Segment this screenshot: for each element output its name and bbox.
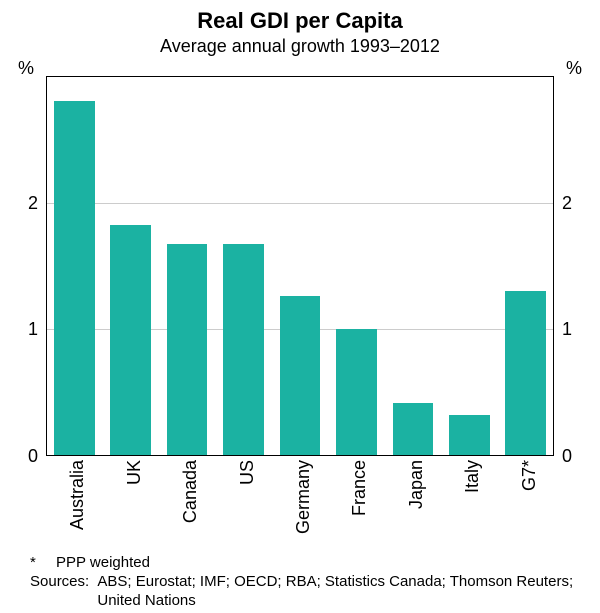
- y-tick-label-left: 1: [0, 320, 38, 338]
- bar: [54, 101, 95, 455]
- x-tick-label: Japan: [406, 460, 427, 509]
- plot-area: 001122: [46, 76, 554, 456]
- bar: [223, 244, 264, 455]
- sources: Sources: ABS; Eurostat; IMF; OECD; RBA; …: [30, 572, 590, 610]
- bar: [110, 225, 151, 455]
- y-axis-label-left: %: [18, 58, 34, 79]
- x-tick-label: UK: [124, 460, 145, 485]
- y-axis-label-right: %: [566, 58, 582, 79]
- footnote-text: PPP weighted: [56, 553, 576, 572]
- x-tick-label: US: [237, 460, 258, 485]
- bar: [505, 291, 546, 455]
- y-tick-label-right: 1: [562, 320, 600, 338]
- axis-border: [46, 76, 554, 77]
- bar: [336, 329, 377, 455]
- chart-title: Real GDI per Capita: [0, 8, 600, 34]
- footnote: *PPP weighted: [30, 553, 585, 572]
- bar: [449, 415, 490, 455]
- axis-border: [553, 76, 554, 456]
- y-tick-label-left: 2: [0, 194, 38, 212]
- chart-subtitle: Average annual growth 1993–2012: [0, 36, 600, 57]
- x-tick-label: France: [349, 460, 370, 516]
- axis-border: [46, 76, 47, 456]
- x-tick-label: Italy: [462, 460, 483, 493]
- y-tick-label-right: 2: [562, 194, 600, 212]
- x-tick-label: G7*: [519, 460, 540, 491]
- x-axis-labels: Australia UK Canada US Germany France Japan Ita…: [46, 460, 554, 550]
- bar: [280, 296, 321, 455]
- x-tick-label: Germany: [293, 460, 314, 534]
- axis-border: [46, 455, 554, 456]
- y-tick-label-right: 0: [562, 447, 600, 465]
- gridline: [46, 203, 554, 204]
- bar: [167, 244, 208, 455]
- sources-label: Sources:: [30, 572, 89, 591]
- x-tick-label: Australia: [67, 460, 88, 530]
- footnote-marker: *: [30, 553, 56, 572]
- y-tick-label-left: 0: [0, 447, 38, 465]
- plot: 001122: [46, 76, 554, 456]
- x-tick-label: Canada: [180, 460, 201, 523]
- sources-text: ABS; Eurostat; IMF; OECD; RBA; Statistic…: [93, 572, 587, 610]
- bar: [393, 403, 434, 455]
- chart-container: Real GDI per Capita Average annual growt…: [0, 0, 600, 613]
